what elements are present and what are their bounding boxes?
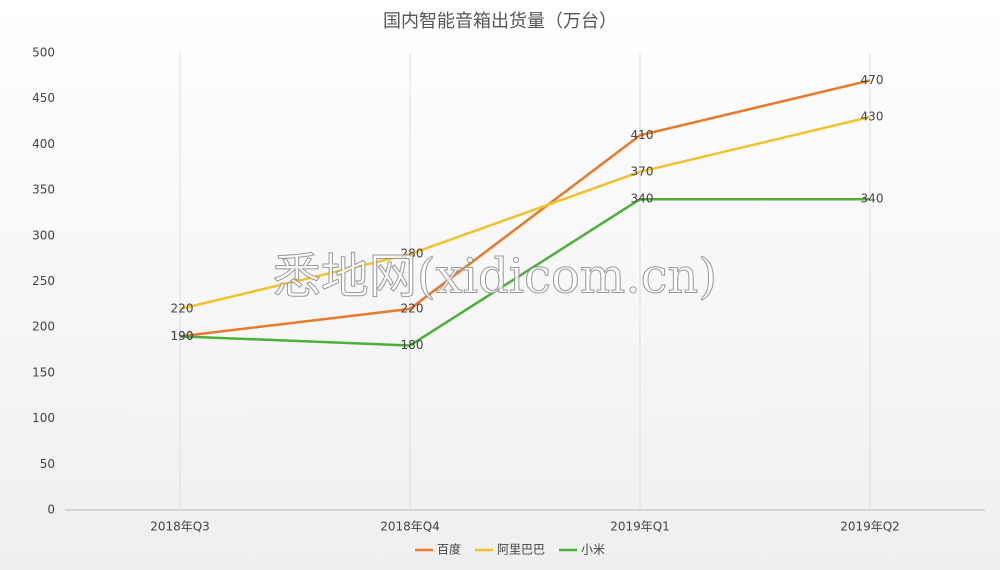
data-label: 220: [401, 301, 424, 315]
y-tick-label: 350: [32, 183, 55, 197]
data-label: 470: [861, 73, 884, 87]
data-label: 180: [401, 338, 424, 352]
y-tick-label: 200: [32, 320, 55, 334]
legend-label: 百度: [437, 542, 461, 557]
chart-title: 国内智能音箱出货量（万台）: [383, 11, 617, 32]
x-tick-label: 2018年Q3: [150, 520, 210, 534]
x-tick-label: 2018年Q4: [380, 520, 440, 534]
data-label: 220: [171, 301, 194, 315]
data-label: 370: [631, 164, 654, 178]
legend-label: 阿里巴巴: [497, 543, 545, 557]
y-tick-label: 100: [32, 411, 55, 425]
data-label: 190: [171, 329, 194, 343]
series-line: [179, 79, 871, 338]
series-line: [179, 197, 870, 347]
y-tick-label: 150: [32, 365, 55, 379]
y-tick-label: 300: [32, 228, 55, 242]
y-tick-label: 450: [32, 91, 55, 105]
data-label: 340: [861, 192, 884, 206]
y-tick-label: 0: [47, 503, 55, 517]
y-tick-label: 400: [32, 137, 55, 151]
data-label: 410: [631, 128, 654, 142]
data-label: 430: [861, 109, 884, 123]
data-label: 190: [171, 329, 194, 343]
legend-label: 小米: [581, 543, 605, 557]
watermark: 悉地网(xidicom.cn): [273, 249, 717, 305]
y-tick-label: 250: [32, 274, 55, 288]
series-line: [179, 115, 871, 311]
data-label: 340: [631, 192, 654, 206]
y-tick-label: 50: [40, 457, 55, 471]
y-tick-label: 500: [32, 46, 55, 60]
x-tick-label: 2019年Q1: [610, 520, 670, 534]
x-tick-label: 2019年Q2: [840, 520, 900, 534]
data-label: 280: [401, 247, 424, 261]
